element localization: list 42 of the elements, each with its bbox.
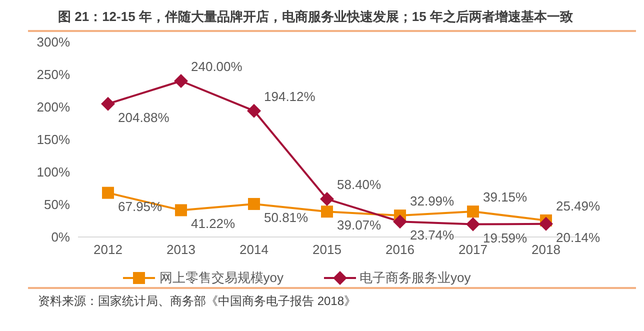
x-tick-label: 2015 — [312, 242, 342, 258]
y-tick-label: 150% — [36, 132, 70, 148]
data-label: 41.22% — [191, 216, 236, 232]
x-tick-label: 2016 — [386, 242, 414, 258]
text: 资料来源：国家统计局、商务部《中国商务电子报告 2018》 — [38, 293, 358, 310]
data-label: 39.15% — [483, 190, 528, 205]
point — [101, 96, 115, 111]
y-tick-label: 50% — [44, 197, 70, 212]
point — [175, 204, 187, 216]
x-tick-label: 2014 — [240, 242, 268, 258]
y-tick-label: 250% — [36, 67, 70, 82]
point — [102, 186, 114, 199]
y-tick-label: 0% — [51, 230, 70, 245]
data-label: 240.00% — [191, 59, 243, 74]
point — [466, 217, 480, 232]
point — [539, 216, 553, 231]
data-label: 194.12% — [264, 88, 316, 104]
data-label: 58.40% — [337, 177, 382, 192]
point — [248, 198, 260, 210]
y-tick-label: 100% — [36, 164, 70, 180]
data-label: 67.95% — [118, 198, 163, 214]
chart-title: 图 21：12-15 年，伴随大量品牌开店，电商服务业快速发展；15 年之后两者增速基本一致 — [28, 8, 636, 32]
data-label: 39.07% — [337, 218, 382, 233]
y-tick-label: 300% — [36, 34, 70, 50]
data-label: 32.99% — [410, 194, 455, 209]
point — [393, 214, 407, 229]
x-tick-label: 2013 — [166, 242, 196, 258]
data-label: 50.81% — [264, 210, 309, 225]
y-tick-label: 200% — [36, 100, 70, 115]
data-label: 204.88% — [118, 110, 170, 125]
x-tick-label: 2018 — [532, 242, 560, 258]
point — [467, 206, 479, 218]
x-tick-label: 2012 — [94, 242, 122, 258]
data-label: 23.74% — [410, 228, 455, 243]
point — [321, 206, 333, 218]
point — [247, 104, 261, 118]
legend-label: 网上零售交易规模yoy — [158, 269, 284, 287]
legend-label: 电子商务服务业yoy — [358, 269, 471, 287]
point — [320, 192, 334, 206]
point — [174, 74, 188, 88]
data-label: 25.49% — [556, 198, 601, 214]
data-label: 20.14% — [556, 230, 601, 245]
